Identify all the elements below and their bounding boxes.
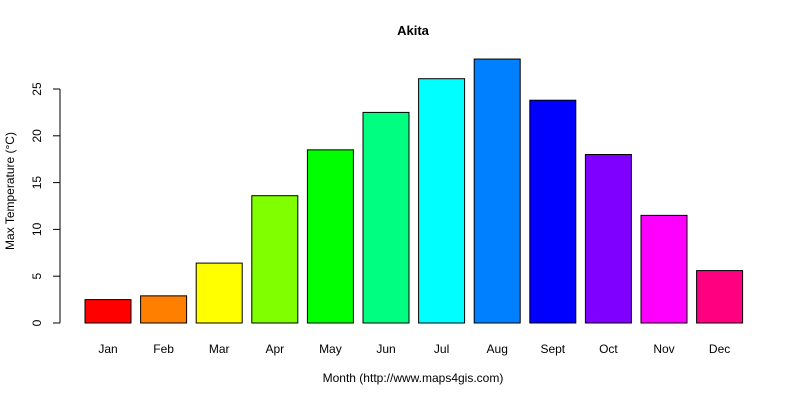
bar-jan [84,299,132,324]
bar-dec [696,270,744,324]
x-tick-label: May [319,342,342,356]
x-axis-label: Month (http://www.maps4gis.com) [323,371,504,385]
y-tick-label: 25 [30,82,44,96]
x-tick-label: Sept [540,342,565,356]
x-tick-label: Apr [265,342,284,356]
bar-nov [640,214,688,324]
bar-sept [529,99,577,324]
y-tick-label: 20 [30,129,44,143]
y-tick-label: 0 [30,319,44,326]
bar-oct [584,154,632,324]
y-tick-label: 15 [30,176,44,190]
x-tick-label: Oct [599,342,618,356]
bar-may [306,149,354,324]
y-tick-label: 5 [30,273,44,280]
bar-mar [195,262,243,324]
x-tick-label: Jul [434,342,449,356]
x-tick-label: Jan [98,342,117,356]
bars-group [84,58,744,324]
y-axis-ticks: 0 5 10 15 20 25 [30,82,60,326]
y-tick-label: 10 [30,222,44,236]
x-tick-label: Nov [653,342,674,356]
bar-aug [473,58,521,324]
x-tick-label: Jun [376,342,395,356]
x-tick-label: Dec [709,342,730,356]
x-tick-label: Mar [209,342,230,356]
x-tick-label: Feb [153,342,174,356]
bar-apr [251,195,299,324]
x-tick-label: Aug [487,342,508,356]
bar-jun [362,111,410,324]
y-axis-label: Max Temperature (°C) [3,132,17,250]
bar-jul [418,78,466,324]
bar-feb [140,295,188,324]
x-axis-labels: Jan Feb Mar Apr May Jun Jul Aug Sept Oct Nov Dec [98,342,730,356]
chart-title: Akita [397,23,430,38]
